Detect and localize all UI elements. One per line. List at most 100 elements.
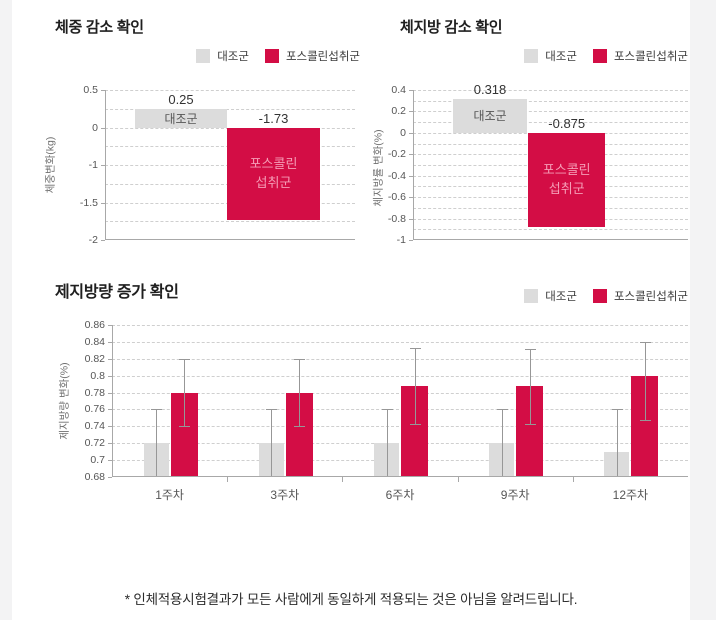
gridline bbox=[105, 90, 355, 91]
error-bar-line bbox=[414, 347, 416, 424]
y-tick bbox=[101, 202, 105, 204]
bar-inner-label: 포스콜린 섭취군 bbox=[542, 161, 591, 196]
leanmass-chart-y-axis-label: 제지방량 변화(%) bbox=[58, 362, 71, 440]
forskolin-swatch-icon bbox=[592, 289, 607, 303]
x-tick bbox=[457, 477, 459, 482]
weight-chart-plot: 0.5 0 -1 -1.5 -2 대조군 0.25 포스콜린 섭취군 -1.73 bbox=[80, 84, 355, 246]
y-tick bbox=[108, 409, 112, 411]
y-tick bbox=[409, 197, 413, 199]
legend-item-control: 대조군 bbox=[196, 48, 249, 64]
y-axis-line bbox=[112, 325, 113, 477]
x-tick bbox=[572, 477, 574, 482]
y-tick bbox=[409, 90, 413, 91]
y-axis-line bbox=[413, 90, 414, 240]
error-bar-cap-top bbox=[179, 358, 191, 360]
error-bar-line bbox=[271, 409, 273, 477]
error-bar-cap-top bbox=[639, 341, 651, 343]
legend-label-control: 대조군 bbox=[217, 51, 249, 63]
gridline bbox=[105, 221, 355, 223]
legend-item-control: 대조군 bbox=[524, 48, 577, 64]
y-tick-label: 0.7 bbox=[90, 454, 105, 467]
y-tick-label: -0.4 bbox=[387, 169, 406, 182]
y-tick-label: 0.84 bbox=[84, 335, 105, 348]
control-swatch-icon bbox=[524, 49, 539, 63]
legend-label-forskolin: 포스콜린섭취군 bbox=[285, 51, 360, 63]
error-bar-cap-top bbox=[409, 347, 421, 349]
y-tick-label: 0.4 bbox=[391, 84, 406, 96]
gridline bbox=[112, 426, 688, 428]
y-tick-label: -1.5 bbox=[79, 196, 98, 209]
error-bar-cap-bottom bbox=[639, 419, 651, 421]
gridline bbox=[105, 108, 355, 110]
legend-item-control: 대조군 bbox=[524, 288, 577, 304]
y-tick-label: 0.5 bbox=[83, 84, 98, 96]
error-bar-cap-top bbox=[611, 409, 623, 411]
gridline bbox=[112, 460, 688, 462]
y-tick bbox=[409, 111, 413, 113]
bar-value-label: 0.25 bbox=[168, 91, 194, 107]
y-tick bbox=[409, 132, 413, 134]
error-bar-cap-bottom bbox=[179, 426, 191, 428]
y-tick bbox=[108, 460, 112, 462]
forskolin-swatch-icon bbox=[592, 49, 607, 63]
y-tick bbox=[101, 127, 105, 129]
y-tick bbox=[108, 477, 112, 478]
weight-chart-title: 체중 감소 확인 bbox=[55, 19, 144, 36]
bodyfat-chart-title: 체지방 감소 확인 bbox=[400, 19, 503, 36]
control-swatch-icon bbox=[196, 49, 211, 63]
x-tick-label: 12주차 bbox=[612, 488, 649, 502]
error-bar-cap-bottom bbox=[409, 423, 421, 425]
error-bar-cap-top bbox=[266, 409, 278, 411]
y-tick bbox=[409, 175, 413, 177]
y-tick bbox=[409, 218, 413, 220]
error-bar-line bbox=[299, 358, 301, 427]
y-tick-label: 0.82 bbox=[84, 352, 105, 365]
y-tick-label: -0.6 bbox=[387, 191, 406, 204]
y-tick-label: 0.76 bbox=[84, 403, 105, 416]
bar-inner-label: 대조군 bbox=[473, 109, 507, 124]
legend-label-forskolin: 포스콜린섭취군 bbox=[613, 291, 688, 303]
y-tick bbox=[108, 341, 112, 343]
bodyfat-chart-plot: 0.4 0.2 0 -0.2 -0.4 -0.6 -0.8 -1 대조군 0.318 포스콜린 섭취군… bbox=[388, 82, 688, 246]
gridline bbox=[413, 100, 688, 102]
legend-item-forskolin: 포스콜린섭취군 bbox=[592, 288, 688, 304]
y-tick bbox=[108, 392, 112, 394]
x-tick-label: 9주차 bbox=[500, 488, 530, 502]
bar-value-label: 0.318 bbox=[473, 81, 507, 97]
y-tick-label: 0.72 bbox=[84, 437, 105, 450]
leanmass-chart-title: 제지방량 증가 확인 bbox=[55, 284, 179, 301]
error-bar-cap-top bbox=[294, 358, 306, 360]
weight-chart-y-axis-label: 체중변화(kg) bbox=[44, 136, 57, 194]
bar-value-label: -1.73 bbox=[258, 110, 289, 126]
bodyfat-chart-legend: 대조군 포스콜린섭취군 bbox=[524, 48, 688, 64]
legend-label-forskolin: 포스콜린섭취군 bbox=[613, 51, 688, 63]
forskolin-bar: 포스콜린 섭취군 bbox=[227, 127, 320, 220]
gridline bbox=[413, 122, 688, 124]
y-tick bbox=[108, 426, 112, 428]
gridline bbox=[413, 229, 688, 231]
bar-value-label: -0.875 bbox=[548, 115, 586, 131]
error-bar-cap-top bbox=[151, 409, 163, 411]
gridline bbox=[112, 375, 688, 377]
error-bar-line bbox=[529, 348, 531, 424]
error-bar-cap-top bbox=[381, 409, 393, 411]
control-bar: 대조군 bbox=[135, 108, 227, 128]
y-tick bbox=[108, 325, 112, 326]
x-axis-line bbox=[413, 239, 688, 240]
x-axis-line bbox=[112, 476, 688, 477]
legend-item-forskolin: 포스콜린섭취군 bbox=[592, 48, 688, 64]
legend-label-control: 대조군 bbox=[545, 291, 577, 303]
y-tick-label: 0.74 bbox=[84, 420, 105, 433]
bar-inner-label: 포스콜린 섭취군 bbox=[249, 155, 298, 190]
gridline bbox=[112, 341, 688, 343]
gridline bbox=[112, 443, 688, 445]
error-bar-line bbox=[616, 409, 618, 477]
leanmass-chart-plot: 0.86 0.84 0.82 0.8 0.78 0.76 0.74 0.72 0.7 0.68 1주… bbox=[85, 319, 688, 502]
gridline bbox=[112, 325, 688, 326]
x-tick-label: 3주차 bbox=[270, 488, 300, 502]
y-axis-line bbox=[105, 90, 106, 240]
left-margin-strip bbox=[0, 0, 12, 620]
error-bar-cap-bottom bbox=[294, 426, 306, 428]
y-tick bbox=[101, 165, 105, 166]
